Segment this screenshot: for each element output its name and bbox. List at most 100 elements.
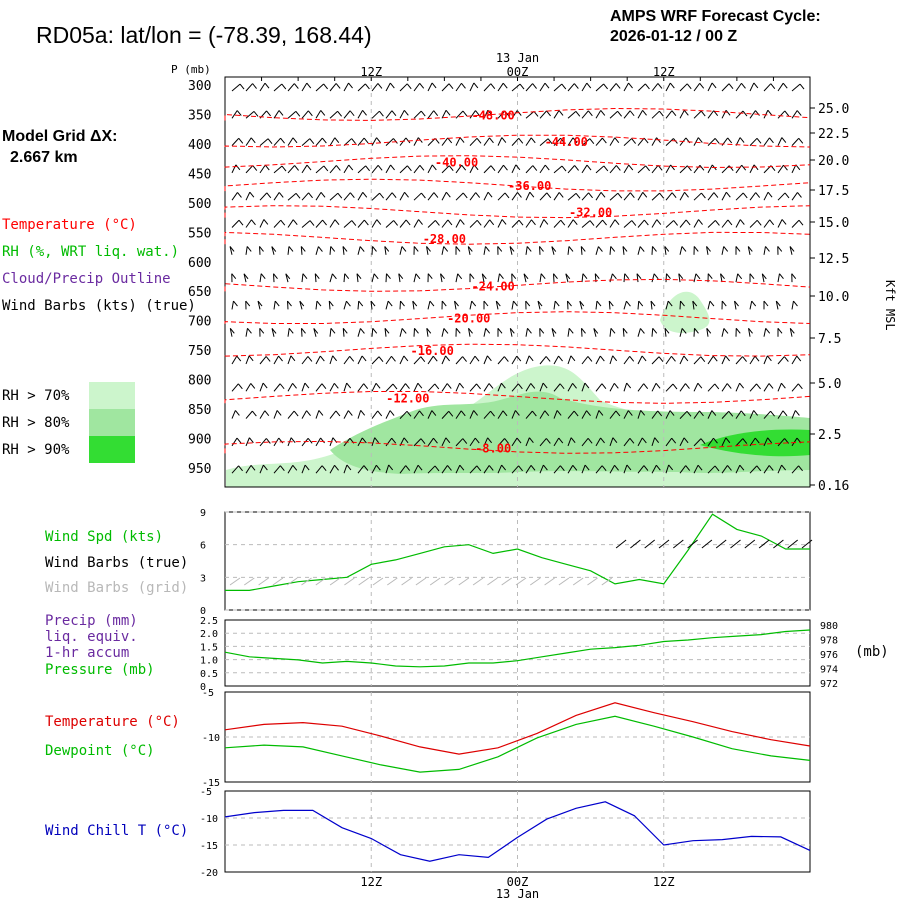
ts-wind-barb <box>387 577 398 586</box>
wind-barb-flag <box>565 273 571 280</box>
wind-barb-flag <box>784 192 790 199</box>
wind-barb-flag <box>742 356 747 362</box>
wind-barb <box>553 383 561 392</box>
wind-barb-flag <box>433 437 438 444</box>
wind-barb <box>301 220 311 228</box>
wind-barb-flag <box>761 273 767 280</box>
pressure-tick-label: 980 <box>820 621 838 632</box>
wind-barb-flag <box>334 137 340 144</box>
kft-tick-label: 20.0 <box>818 154 849 169</box>
wind-barb <box>483 165 492 174</box>
wind-barb <box>525 111 535 119</box>
wind-barb <box>329 355 334 365</box>
wind-barb-flag <box>769 137 774 144</box>
wind-barb-flag <box>314 273 320 280</box>
wind-barb <box>497 356 505 365</box>
wind-barb-flag <box>346 382 352 389</box>
wind-barb <box>539 382 544 392</box>
wind-barb-flag <box>694 327 699 334</box>
wind-barb <box>749 82 755 92</box>
wind-barb-flag <box>306 82 312 89</box>
wind-barb-flag <box>321 137 327 144</box>
ts-wind-barb <box>801 539 813 549</box>
wind-barb-flag <box>426 328 432 334</box>
wind-barb <box>665 82 671 92</box>
wind-barb <box>259 164 266 174</box>
wind-barb-flag <box>518 219 524 226</box>
grid-label-value: 2.667 km <box>10 149 78 166</box>
wind-barb-flag <box>280 137 285 144</box>
wind-barb <box>427 410 433 419</box>
wind-barb-flag <box>714 465 720 472</box>
wind-barb-flag <box>250 383 256 389</box>
legend-windchill: Wind Chill T (°C) <box>45 823 189 839</box>
precip-tick-label: 1.0 <box>200 656 218 667</box>
temperature-contour <box>224 278 811 292</box>
wind-barb-flag <box>459 137 465 143</box>
wind-barb <box>553 355 559 365</box>
wind-barb <box>609 192 619 201</box>
wind-barb-flag <box>349 356 355 362</box>
wind-barb-flag <box>572 219 578 226</box>
wind-barb <box>427 82 433 92</box>
wind-barb-flag <box>766 355 772 362</box>
wind-barb-flag <box>514 410 520 416</box>
kft-tick-label: 17.5 <box>818 184 849 199</box>
wind-barb <box>791 465 799 474</box>
wind-barb-flag <box>723 328 729 334</box>
wind-barb <box>579 300 583 310</box>
pressure-tick-label: 950 <box>188 462 211 477</box>
wind-barb-flag <box>431 164 437 171</box>
legend-wind-barbs-grid: Wind Barbs (grid) <box>45 580 189 596</box>
wind-barb-flag <box>509 246 515 252</box>
wind-barb-flag <box>440 273 445 280</box>
wind-barb-flag <box>475 192 481 198</box>
wind-barb <box>343 220 353 228</box>
temperature-contours: -48.00 -44.00 -40.00 -36.00 -32.00 -28.00 -24.… <box>224 107 811 455</box>
precip-tick-label: 2.0 <box>200 629 218 640</box>
wind-barb-flag <box>433 110 439 116</box>
wind-barb-flag <box>781 219 787 225</box>
wind-barb-flag <box>560 137 565 144</box>
wind-barb <box>693 137 699 146</box>
wind-barb <box>299 300 303 310</box>
wind-barb <box>483 437 489 447</box>
wind-barb <box>525 137 532 146</box>
wind-barb <box>693 356 702 365</box>
wind-barb <box>455 192 464 201</box>
xsec-ylabel: P (mb) <box>171 63 211 76</box>
wind-barb-flag <box>553 273 558 280</box>
wind-barb-flag <box>706 246 711 252</box>
wind-barb <box>693 273 697 283</box>
wind-barb-flag <box>363 137 369 144</box>
wind-barb <box>399 383 406 392</box>
temperature-contour-label: -8.00 <box>475 441 511 455</box>
wind-barb <box>384 328 387 337</box>
wind-barb-flag <box>652 246 657 252</box>
wind-barb-flag <box>237 192 242 198</box>
wind-barb-flag <box>237 383 243 390</box>
wind-barb <box>231 110 238 119</box>
wind-barb <box>763 110 769 119</box>
temperature-contour-label: -40.00 <box>435 156 478 170</box>
wind-barb-flag <box>797 383 803 390</box>
wind-barb <box>343 300 347 310</box>
wind-barb <box>567 383 573 392</box>
wind-barb-flag <box>313 328 319 334</box>
legend-temp2: Temperature (°C) <box>45 714 180 730</box>
wind-barb <box>385 437 393 447</box>
wind-barb <box>539 138 549 146</box>
wind-barb-flag <box>532 83 537 89</box>
top-time-label: 00Z <box>507 65 529 79</box>
ts-wind-barb <box>558 577 570 586</box>
wind-barb-flag <box>586 164 592 171</box>
wind-barb-flag <box>681 246 687 252</box>
temperature-contour-label: -20.00 <box>447 312 490 326</box>
wind-barb-flag <box>629 192 635 199</box>
wind-barb-flag <box>419 83 425 89</box>
wind-barb-flag <box>697 137 703 143</box>
wind-barb-flag <box>426 246 431 252</box>
wind-barb <box>567 219 574 228</box>
wind-barb-flag <box>359 246 365 252</box>
wind-barb <box>763 410 771 419</box>
